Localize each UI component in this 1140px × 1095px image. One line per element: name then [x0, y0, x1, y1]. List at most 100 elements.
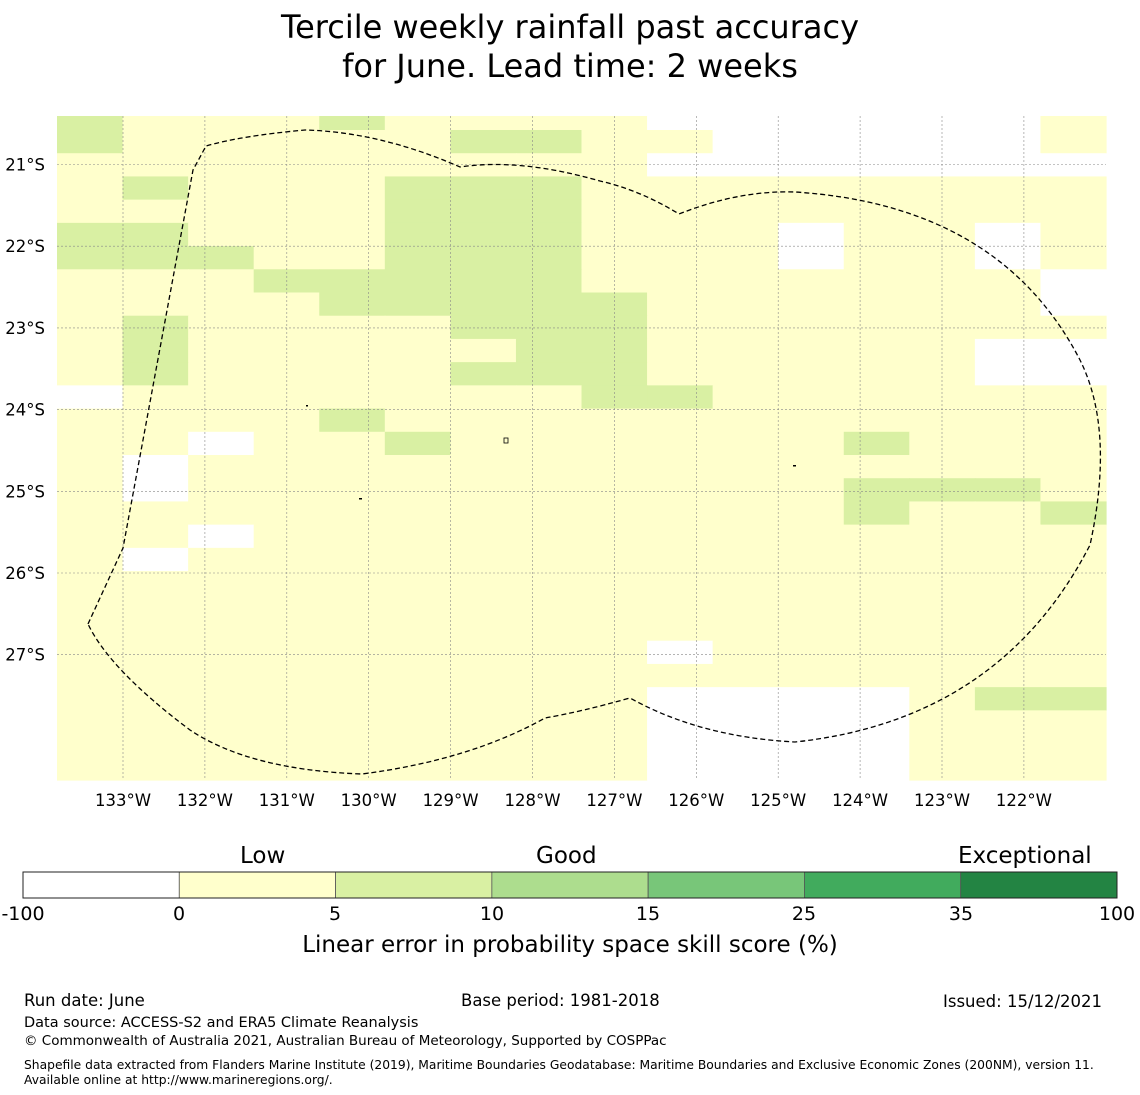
grid-cell — [1040, 640, 1107, 665]
grid-cell — [647, 594, 714, 619]
grid-cell — [843, 408, 910, 433]
grid-cell — [1040, 176, 1107, 201]
grid-cell — [647, 153, 714, 178]
colorbar-tick: 5 — [328, 903, 342, 925]
grid-cell — [384, 710, 451, 735]
grid-cell — [843, 222, 910, 247]
grid-cell — [188, 222, 255, 247]
grid-cell — [712, 246, 779, 270]
latitude-label: 22°S — [5, 237, 45, 256]
grid-cell — [515, 617, 583, 642]
grid-cell — [974, 130, 1042, 154]
grid-cell — [712, 663, 779, 688]
grid-cell — [909, 408, 976, 433]
grid-cell — [712, 756, 779, 781]
grid-cell — [188, 269, 255, 294]
grid-cell — [450, 199, 517, 224]
grid-cell — [188, 663, 255, 688]
grid-cell — [319, 130, 386, 154]
grid-cell — [581, 222, 648, 247]
grid-cell — [319, 547, 386, 572]
grid-cell — [974, 362, 1042, 386]
grid-cell — [778, 315, 845, 340]
grid-cell — [778, 222, 845, 247]
grid-cell — [843, 292, 910, 317]
grid-cell — [712, 199, 779, 224]
grid-cell — [253, 199, 320, 224]
grid-cell — [57, 130, 124, 154]
grid-cell — [122, 269, 189, 294]
colorbar-segment — [22, 871, 180, 899]
colorbar-tick: -100 — [1, 903, 45, 925]
grid-cell — [843, 571, 910, 595]
grid-cell — [122, 116, 189, 131]
grid-cell — [57, 153, 124, 178]
grid-cell — [384, 733, 451, 758]
grid-cell — [647, 547, 714, 572]
grid-cell — [647, 199, 714, 224]
grid-cell — [843, 116, 910, 131]
grid-cell — [712, 116, 779, 131]
grid-cell — [1040, 338, 1107, 363]
copyright: © Commonwealth of Australia 2021, Austra… — [24, 1033, 667, 1049]
latitude-label: 23°S — [5, 319, 45, 338]
grid-cell — [647, 571, 714, 595]
grid-cell — [122, 756, 189, 781]
grid-cell — [384, 246, 451, 270]
title-line-1: Tercile weekly rainfall past accuracy — [280, 8, 859, 46]
longitude-label: 122°W — [996, 791, 1052, 810]
grid-cell — [778, 710, 845, 735]
grid-cell — [647, 733, 714, 758]
grid-cell — [188, 176, 255, 201]
grid-cell — [188, 338, 255, 363]
grid-cell — [843, 756, 910, 781]
grid-cell — [515, 292, 583, 317]
grid-cell — [647, 315, 714, 340]
grid-cell — [253, 478, 320, 503]
grid-cell — [122, 478, 189, 503]
grid-cell — [1040, 269, 1107, 294]
latitude-label: 26°S — [5, 564, 45, 583]
grid-cell — [253, 547, 320, 572]
grid-cell — [909, 338, 976, 363]
grid-cell — [1040, 116, 1107, 131]
grid-cell — [712, 130, 779, 154]
grid-cell — [515, 362, 583, 386]
grid-cell — [57, 756, 124, 781]
grid-cell — [515, 571, 583, 595]
grid-cell — [57, 640, 124, 665]
grid-cell — [778, 176, 845, 201]
grid-cell — [843, 478, 910, 503]
grid-cell — [974, 478, 1042, 503]
colorbar-tick: 0 — [172, 903, 186, 925]
grid-cell — [778, 153, 845, 178]
grid-cell — [1040, 663, 1107, 688]
grid-cell — [319, 431, 386, 456]
grid-cell — [188, 153, 255, 178]
grid-cell — [515, 408, 583, 433]
grid-cell — [974, 431, 1042, 456]
grid-cell — [581, 431, 648, 456]
grid-cell — [57, 524, 124, 549]
grid-cell — [647, 640, 714, 665]
grid-cell — [450, 687, 517, 711]
grid-cell — [909, 756, 976, 781]
latitude-label: 21°S — [5, 156, 45, 175]
grid-cell — [974, 663, 1042, 688]
grid-cell — [384, 130, 451, 154]
grid-cell — [843, 246, 910, 270]
grid-cell — [843, 269, 910, 294]
grid-cell — [647, 116, 714, 131]
grid-cell — [57, 547, 124, 572]
grid-cell — [253, 571, 320, 595]
grid-cell — [450, 292, 517, 317]
grid-cell — [1040, 130, 1107, 154]
grid-cell — [450, 547, 517, 572]
grid-cell — [515, 710, 583, 735]
grid-cell — [122, 338, 189, 363]
grid-cell — [1040, 710, 1107, 735]
grid-cell — [122, 663, 189, 688]
grid-cell — [974, 501, 1042, 526]
grid-cell — [122, 547, 189, 572]
grid-cell — [122, 176, 189, 201]
